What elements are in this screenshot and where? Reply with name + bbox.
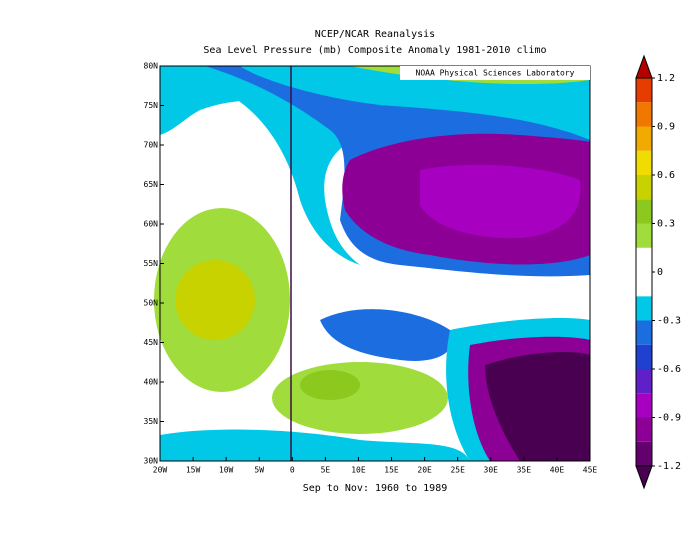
colorbar-band	[636, 102, 652, 127]
colorbar-band	[636, 344, 652, 369]
lon-tick-label: 20E	[417, 466, 432, 475]
lon-tick-label: 30E	[484, 466, 499, 475]
lat-tick-label: 45N	[144, 338, 159, 347]
lon-tick-label: 40E	[550, 466, 565, 475]
lat-tick-label: 50N	[144, 299, 159, 308]
colorbar-arrow	[635, 465, 653, 490]
colorbar-band	[636, 393, 652, 418]
lon-tick-label: 15W	[186, 466, 201, 475]
colorbar-tick-label: 0.9	[657, 122, 675, 133]
title: NCEP/NCAR Reanalysis	[315, 29, 435, 40]
lon-tick-label: 0	[290, 466, 295, 475]
colorbar-band	[636, 126, 652, 151]
colorbar-band	[636, 223, 652, 248]
lon-tick-label: 5E	[321, 466, 331, 475]
colorbar-band	[636, 78, 652, 103]
colorbar-band	[636, 247, 652, 272]
colorbar-tick-label: 0	[657, 267, 663, 278]
lon-tick-label: 25E	[450, 466, 465, 475]
lat-tick-label: 55N	[144, 259, 159, 268]
lon-tick-label: 35E	[517, 466, 532, 475]
colorbar-tick-label: 0.6	[657, 170, 675, 181]
lon-tick-label: 15E	[384, 466, 399, 475]
colorbar-band	[636, 369, 652, 394]
colorbar-band	[636, 272, 652, 297]
lon-tick-label: 20W	[153, 466, 168, 475]
colorbar-tick-label: -0.6	[657, 364, 681, 375]
lat-tick-label: 35N	[144, 417, 159, 426]
colorbar-tick-label: -0.9	[657, 413, 681, 424]
colorbar-band	[636, 441, 652, 466]
lon-tick-label: 5W	[254, 466, 264, 475]
colorbar-band	[636, 199, 652, 224]
colorbar-tick-label: 0.3	[657, 219, 675, 230]
colorbar-band	[636, 175, 652, 200]
colorbar-tick-label: -0.3	[657, 316, 681, 327]
lat-tick-label: 80N	[144, 62, 159, 71]
lon-tick-label: 10W	[219, 466, 234, 475]
lat-tick-label: 65N	[144, 180, 159, 189]
lat-tick-label: 75N	[144, 101, 159, 110]
credit-box	[400, 66, 590, 80]
lat-tick-label: 70N	[144, 141, 159, 150]
colorbar-band	[636, 296, 652, 321]
lat-tick-label: 30N	[144, 457, 159, 466]
colorbar-tick-label: -1.2	[657, 461, 681, 472]
colorbar-tick-label: 1.2	[657, 73, 675, 84]
colorbar-band	[636, 417, 652, 442]
colorbar-band	[636, 150, 652, 175]
lon-tick-label: 45E	[583, 466, 598, 475]
subtitle: Sea Level Pressure (mb) Composite Anomal…	[203, 45, 546, 56]
colorbar-band	[636, 320, 652, 345]
map-field	[154, 65, 591, 462]
lon-tick-label: 10E	[351, 466, 366, 475]
credit: NOAA Physical Sciences Laboratory	[416, 69, 575, 78]
colorbar-arrow	[635, 54, 653, 79]
period: Sep to Nov: 1960 to 1989	[303, 483, 448, 494]
lat-tick-label: 40N	[144, 378, 159, 387]
lat-tick-label: 60N	[144, 220, 159, 229]
